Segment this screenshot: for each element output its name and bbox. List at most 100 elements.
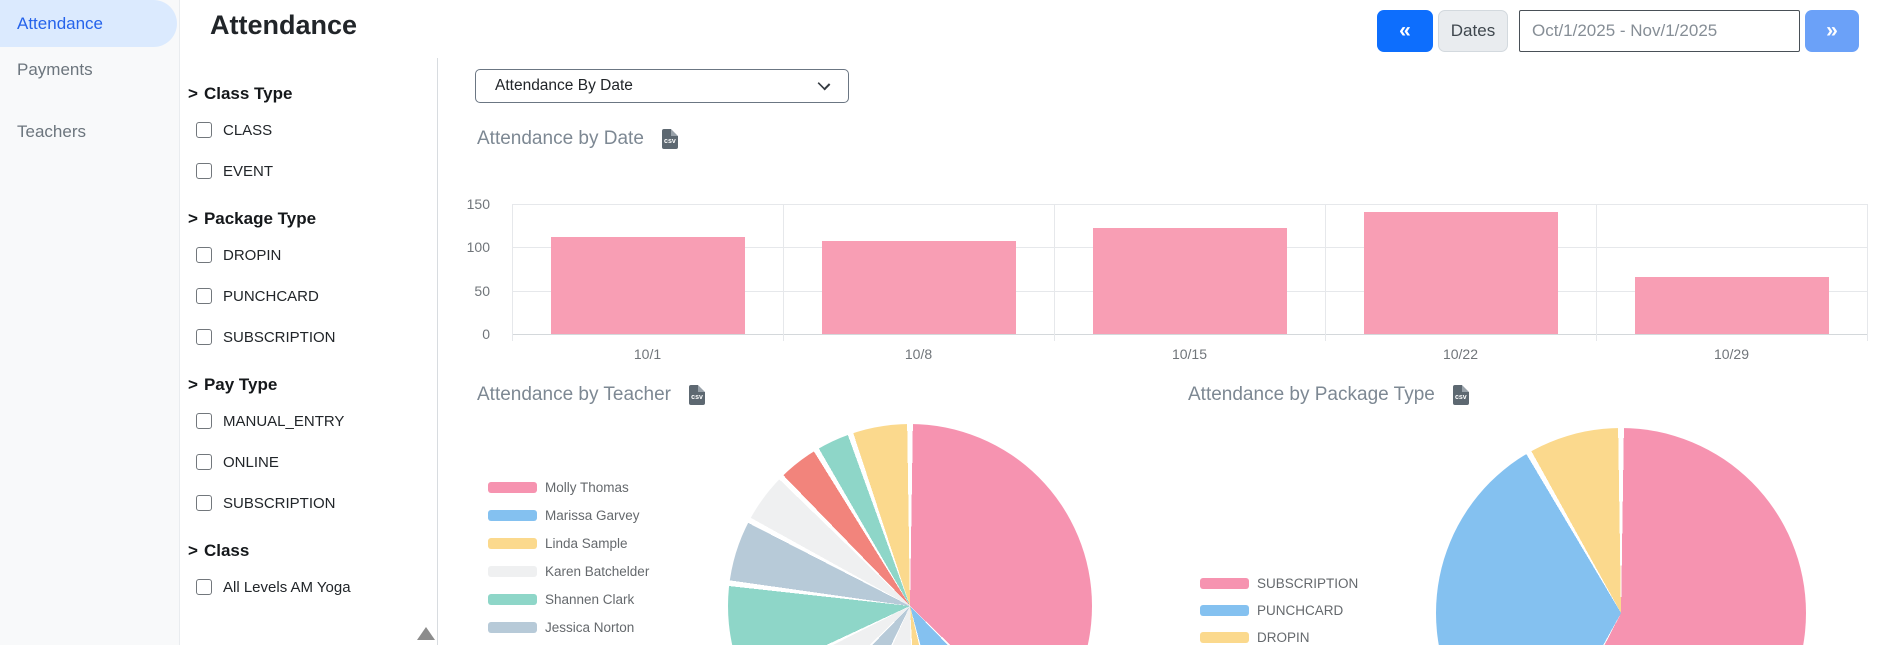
gridline xyxy=(783,204,784,341)
filter-section-class-type: > Class Type CLASS EVENT xyxy=(188,84,428,181)
gridline xyxy=(1054,204,1055,341)
package-pie-legend: SUBSCRIPTION PUNCHCARD DROPIN xyxy=(1200,575,1358,645)
previous-period-button[interactable]: « xyxy=(1377,10,1433,52)
section-toggle-icon[interactable]: > xyxy=(188,84,198,103)
legend-label: Linda Sample xyxy=(545,536,628,551)
y-tick-label: 100 xyxy=(466,239,490,256)
bar-10/8 xyxy=(821,241,1016,334)
csv-export-icon[interactable]: csv xyxy=(1452,385,1469,405)
bar-10/1 xyxy=(550,236,745,334)
filter-section-class: > Class All Levels AM Yoga xyxy=(188,541,428,597)
report-type-select[interactable]: Attendance By Date xyxy=(475,69,849,103)
bar-chart-title: Attendance by Date xyxy=(477,128,644,149)
legend-label: Karen Batchelder xyxy=(545,564,650,579)
filter-option-event[interactable]: EVENT xyxy=(188,161,428,181)
sidebar-nav: Attendance Payments Teachers xyxy=(0,0,180,645)
report-type-value: Attendance By Date xyxy=(495,77,633,94)
section-toggle-icon[interactable]: > xyxy=(188,541,198,560)
filter-option-online[interactable]: ONLINE xyxy=(188,452,428,472)
scrollbar-up-arrow-icon[interactable] xyxy=(417,627,435,640)
legend-swatch xyxy=(488,538,537,549)
bar-10/22 xyxy=(1363,211,1558,334)
legend-label: Marissa Garvey xyxy=(545,508,640,523)
legend-label: Jessica Norton xyxy=(545,620,635,635)
legend-swatch xyxy=(488,566,537,577)
gridline xyxy=(1325,204,1326,341)
filter-section-title[interactable]: > Pay Type xyxy=(188,375,278,394)
bar-10/29 xyxy=(1634,276,1829,334)
sidebar-item-payments[interactable]: Payments xyxy=(17,60,93,79)
chevron-down-icon xyxy=(817,77,831,91)
filter-option-dropin[interactable]: DROPIN xyxy=(188,245,428,265)
legend-swatch xyxy=(1200,605,1249,616)
bar-chart-plot xyxy=(512,204,1868,341)
filter-section-pay-type: > Pay Type MANUAL_ENTRY ONLINE SUBSCRIPTION xyxy=(188,375,428,513)
checkbox-class[interactable] xyxy=(196,122,212,138)
filter-section-title[interactable]: > Class Type xyxy=(188,84,293,103)
checkbox-subscription[interactable] xyxy=(196,329,212,345)
x-tick-label: 10/15 xyxy=(1171,346,1208,362)
legend-item: PUNCHCARD xyxy=(1200,602,1358,619)
gridline xyxy=(512,334,1867,335)
gridline xyxy=(512,204,513,341)
teacher-pie-chart xyxy=(728,424,1092,645)
filter-panel: > Class Type CLASS EVENT > Package Type DROPIN… xyxy=(188,84,428,625)
checkbox-event[interactable] xyxy=(196,163,212,179)
legend-label: Shannen Clark xyxy=(545,592,635,607)
legend-swatch xyxy=(488,482,537,493)
gridline xyxy=(512,204,1867,205)
legend-label: Molly Thomas xyxy=(545,480,629,495)
checkbox-punchcard[interactable] xyxy=(196,288,212,304)
legend-swatch xyxy=(488,622,537,633)
gridline xyxy=(1867,204,1868,341)
sidebar-item-teachers[interactable]: Teachers xyxy=(17,122,86,141)
package-pie-chart xyxy=(1436,428,1806,645)
legend-swatch xyxy=(488,594,537,605)
filter-option-class[interactable]: CLASS xyxy=(188,120,428,140)
legend-item: Linda Sample xyxy=(488,535,649,552)
filter-option-subscription[interactable]: SUBSCRIPTION xyxy=(188,493,428,513)
sidebar-item-attendance[interactable]: Attendance xyxy=(0,0,177,47)
legend-item: Marissa Garvey xyxy=(488,507,649,524)
gridline xyxy=(1596,204,1597,341)
page-title: Attendance xyxy=(210,10,358,40)
filter-option-subscription[interactable]: SUBSCRIPTION xyxy=(188,327,428,347)
section-toggle-icon[interactable]: > xyxy=(188,209,198,228)
bar-chart-x-axis: 10/1 10/8 10/15 10/22 10/29 xyxy=(512,346,1867,364)
filter-section-title[interactable]: > Package Type xyxy=(188,209,317,228)
section-toggle-icon[interactable]: > xyxy=(188,375,198,394)
package-pie-title: Attendance by Package Type xyxy=(1188,384,1435,405)
filter-option-manual-entry[interactable]: MANUAL_ENTRY xyxy=(188,411,428,431)
y-tick-label: 0 xyxy=(482,326,490,342)
legend-item: Jessica Norton xyxy=(488,619,649,636)
filter-section-title[interactable]: > Class xyxy=(188,541,250,560)
bar-chart-y-axis: 0 50 100 150 xyxy=(438,196,500,342)
legend-label: DROPIN xyxy=(1257,630,1310,645)
filter-option-all-levels-am-yoga[interactable]: All Levels AM Yoga xyxy=(188,577,428,597)
y-tick-label: 150 xyxy=(466,196,490,212)
checkbox-manual-entry[interactable] xyxy=(196,413,212,429)
date-range-input[interactable] xyxy=(1519,10,1800,52)
checkbox-dropin[interactable] xyxy=(196,247,212,263)
legend-swatch xyxy=(1200,632,1249,643)
csv-export-icon[interactable]: csv xyxy=(661,129,678,149)
checkbox-all-levels-am-yoga[interactable] xyxy=(196,579,212,595)
bar-10/15 xyxy=(1092,228,1287,334)
filter-panel-divider xyxy=(437,58,438,645)
dates-button[interactable]: Dates xyxy=(1438,10,1508,52)
x-tick-label: 10/1 xyxy=(633,346,662,362)
teacher-pie-title: Attendance by Teacher xyxy=(477,384,672,405)
x-tick-label: 10/29 xyxy=(1713,346,1750,362)
teacher-pie-legend: Molly Thomas Marissa Garvey Linda Sample Ka… xyxy=(488,479,649,645)
next-period-button[interactable]: » xyxy=(1805,10,1859,52)
legend-swatch xyxy=(488,510,537,521)
legend-item: Karen Batchelder xyxy=(488,563,649,580)
legend-item: Molly Thomas xyxy=(488,479,649,496)
legend-label: PUNCHCARD xyxy=(1257,603,1344,618)
checkbox-online[interactable] xyxy=(196,454,212,470)
checkbox-subscription[interactable] xyxy=(196,495,212,511)
y-tick-label: 50 xyxy=(474,282,490,299)
legend-item: DROPIN xyxy=(1200,629,1358,645)
csv-export-icon[interactable]: csv xyxy=(689,385,706,405)
filter-option-punchcard[interactable]: PUNCHCARD xyxy=(188,286,428,306)
